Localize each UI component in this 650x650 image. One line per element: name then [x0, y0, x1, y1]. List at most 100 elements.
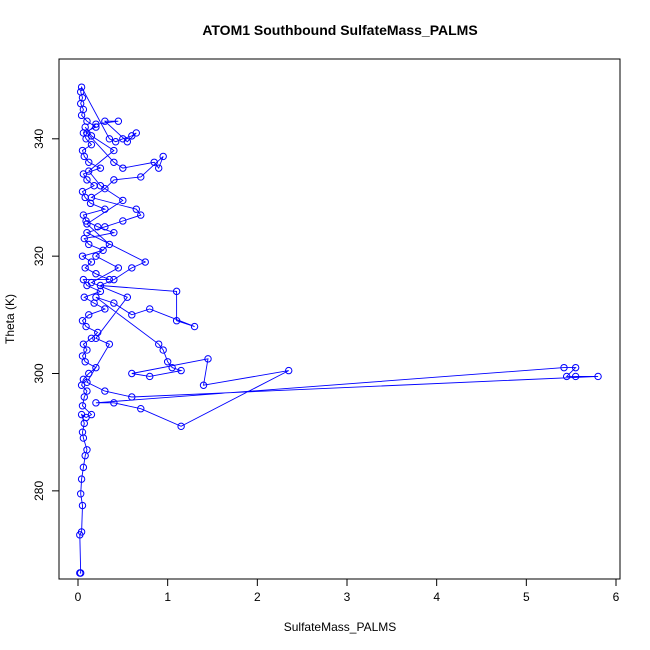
data-point: [83, 228, 91, 237]
data-point: [78, 352, 87, 360]
data-point: [87, 140, 96, 149]
data-point: [128, 393, 136, 401]
plot-frame: [58, 58, 621, 580]
data-point: [80, 393, 88, 401]
data-point: [199, 381, 208, 389]
data-point: [132, 129, 140, 137]
data-point: [80, 234, 88, 243]
x-tick-label: 4: [433, 590, 440, 604]
x-tick-label: 3: [344, 590, 351, 604]
data-point: [87, 132, 96, 140]
x-axis: 0 1 2 3 4 5 6: [75, 578, 620, 604]
data-point: [177, 366, 185, 375]
data-point: [87, 334, 96, 343]
data-point: [79, 463, 88, 472]
data-point: [83, 446, 91, 454]
data-point: [77, 528, 86, 536]
data-point: [111, 138, 120, 146]
data-point: [110, 299, 118, 307]
data-point: [101, 117, 109, 125]
y-tick-label: 300: [32, 363, 46, 383]
data-point: [168, 363, 176, 372]
data-point: [159, 346, 167, 354]
data-point: [92, 120, 100, 128]
x-tick-label: 5: [523, 590, 530, 604]
data-point: [83, 378, 91, 387]
chart-title: ATOM1 Southbound SulfateMass_PALMS: [202, 22, 477, 38]
data-point: [85, 167, 93, 175]
data-point: [78, 402, 87, 410]
data-point: [128, 264, 136, 272]
y-tick-label: 320: [32, 246, 46, 266]
data-point: [110, 158, 118, 166]
data-point: [92, 399, 100, 407]
data-point: [76, 490, 85, 498]
x-tick-label: 0: [75, 590, 82, 604]
data-point: [92, 123, 100, 131]
data-point: [96, 281, 105, 290]
data-point: [105, 275, 114, 284]
data-point: [110, 399, 118, 407]
data-point: [77, 83, 86, 91]
data-point: [119, 217, 127, 225]
series-line: [79, 85, 599, 574]
data-point: [177, 422, 185, 431]
data-point: [128, 311, 136, 319]
data-point: [146, 372, 154, 381]
data-point: [92, 293, 100, 301]
data-point: [150, 158, 158, 166]
data-point: [571, 363, 580, 372]
data-point: [123, 293, 132, 301]
data-point: [81, 123, 89, 131]
data-point: [83, 346, 91, 354]
data-point: [96, 287, 105, 296]
y-axis: 280 300 320 340: [32, 128, 60, 501]
data-point: [137, 173, 145, 181]
data-point: [83, 220, 91, 228]
data-point: [85, 369, 93, 378]
x-axis-label: SulfateMass_PALMS: [284, 620, 397, 634]
data-point: [81, 358, 89, 366]
data-point: [94, 223, 102, 231]
data-point: [114, 264, 123, 272]
data-point: [87, 278, 96, 287]
data-point: [105, 135, 114, 143]
data-point: [119, 196, 127, 205]
data-point: [571, 372, 580, 381]
data-point: [110, 275, 118, 284]
data-point: [85, 240, 93, 249]
data-point: [101, 205, 109, 213]
data-point: [155, 340, 163, 348]
data-point: [105, 340, 114, 348]
data-point: [132, 205, 140, 213]
data-point: [76, 569, 85, 577]
data-point: [81, 264, 89, 272]
data-point: [80, 293, 88, 301]
data-point: [141, 258, 149, 266]
data-point: [92, 334, 100, 343]
data-point: [101, 305, 109, 313]
data-point: [78, 187, 87, 196]
y-tick-label: 340: [32, 128, 46, 148]
data-point: [137, 211, 145, 219]
data-point: [83, 387, 91, 395]
data-point: [76, 88, 85, 96]
data-point: [79, 105, 88, 114]
x-tick-label: 6: [613, 590, 620, 604]
data-point: [82, 217, 90, 225]
data-point: [85, 311, 93, 319]
data-point: [163, 358, 172, 366]
data-point: [78, 316, 87, 325]
data-point: [78, 428, 87, 436]
data-point: [204, 355, 212, 363]
data-point: [99, 246, 107, 254]
data-point: [87, 193, 96, 202]
x-tick-label: 2: [254, 590, 261, 604]
data-point: [110, 228, 118, 237]
data-point: [560, 363, 568, 372]
data-point: [79, 275, 88, 284]
data-point: [123, 138, 132, 146]
data-point: [190, 322, 199, 331]
data-point: [79, 211, 88, 219]
